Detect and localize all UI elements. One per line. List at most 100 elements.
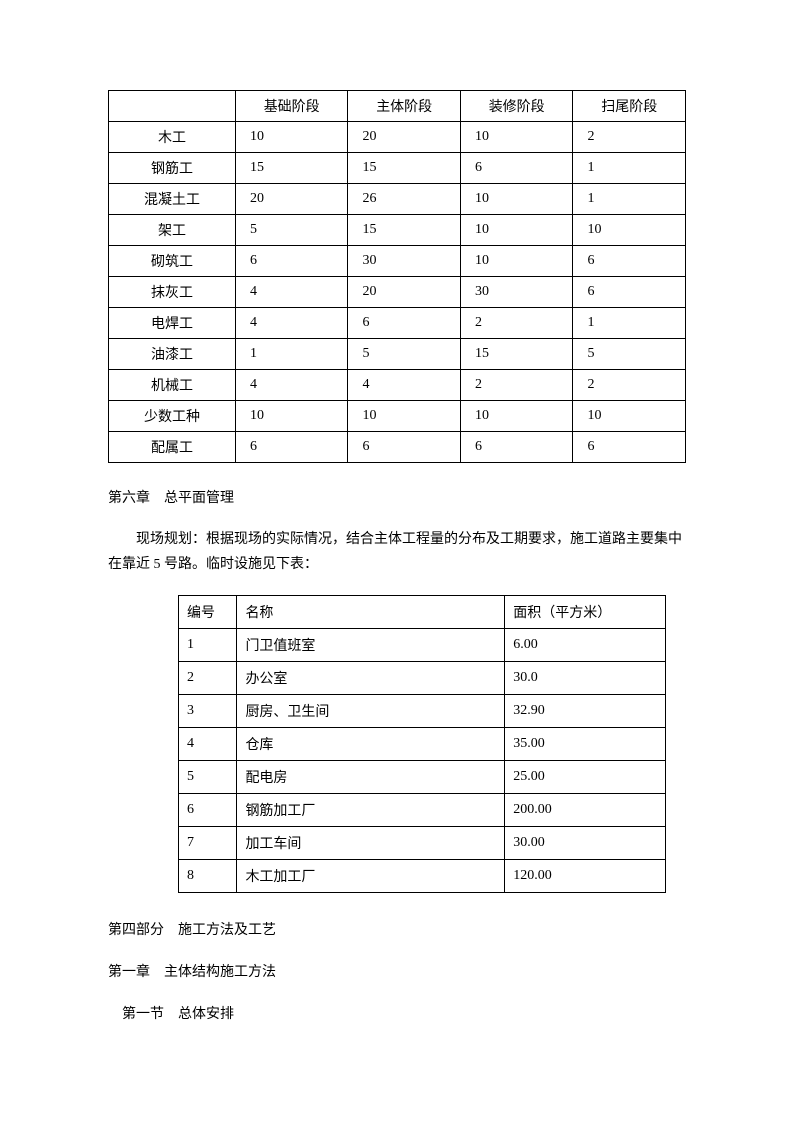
row-area: 30.00 [505, 827, 666, 860]
row-area: 120.00 [505, 860, 666, 893]
table-row: 1门卫值班室6.00 [179, 629, 666, 662]
row-value: 6 [573, 246, 686, 277]
row-name: 仓库 [237, 728, 505, 761]
row-value: 10 [460, 122, 573, 153]
row-id: 8 [179, 860, 237, 893]
row-value: 10 [235, 401, 348, 432]
row-value: 10 [460, 401, 573, 432]
row-id: 6 [179, 794, 237, 827]
table-row: 3厨房、卫生间32.90 [179, 695, 666, 728]
table-row: 架工5151010 [109, 215, 686, 246]
row-value: 6 [573, 277, 686, 308]
row-id: 2 [179, 662, 237, 695]
row-value: 10 [460, 215, 573, 246]
row-value: 20 [235, 184, 348, 215]
workers-stage-table: 基础阶段 主体阶段 装修阶段 扫尾阶段 木工1020102钢筋工151561混凝… [108, 90, 686, 463]
row-name: 木工加工厂 [237, 860, 505, 893]
header-id: 编号 [179, 596, 237, 629]
row-value: 15 [460, 339, 573, 370]
facilities-table: 编号 名称 面积（平方米） 1门卫值班室6.002办公室30.03厨房、卫生间3… [178, 595, 666, 893]
row-label: 配属工 [109, 432, 236, 463]
section1-heading: 第一节 总体安排 [108, 1003, 686, 1023]
row-id: 5 [179, 761, 237, 794]
table-header-row: 基础阶段 主体阶段 装修阶段 扫尾阶段 [109, 91, 686, 122]
row-name: 办公室 [237, 662, 505, 695]
row-value: 30 [460, 277, 573, 308]
row-value: 15 [348, 153, 461, 184]
row-label: 钢筋工 [109, 153, 236, 184]
row-id: 3 [179, 695, 237, 728]
row-name: 钢筋加工厂 [237, 794, 505, 827]
row-label: 架工 [109, 215, 236, 246]
chapter1-heading: 第一章 主体结构施工方法 [108, 961, 686, 981]
row-value: 10 [348, 401, 461, 432]
row-value: 30 [348, 246, 461, 277]
header-name: 名称 [237, 596, 505, 629]
row-name: 配电房 [237, 761, 505, 794]
row-value: 6 [573, 432, 686, 463]
row-label: 砌筑工 [109, 246, 236, 277]
row-label: 油漆工 [109, 339, 236, 370]
table-row: 钢筋工151561 [109, 153, 686, 184]
row-area: 200.00 [505, 794, 666, 827]
header-stage4: 扫尾阶段 [573, 91, 686, 122]
header-area: 面积（平方米） [505, 596, 666, 629]
header-stage2: 主体阶段 [348, 91, 461, 122]
table-row: 2办公室30.0 [179, 662, 666, 695]
row-area: 25.00 [505, 761, 666, 794]
row-id: 4 [179, 728, 237, 761]
header-empty [109, 91, 236, 122]
table-row: 配属工6666 [109, 432, 686, 463]
row-value: 6 [460, 432, 573, 463]
row-value: 5 [348, 339, 461, 370]
row-value: 4 [348, 370, 461, 401]
row-value: 6 [235, 432, 348, 463]
part4-heading: 第四部分 施工方法及工艺 [108, 919, 686, 939]
row-value: 10 [460, 246, 573, 277]
row-value: 15 [348, 215, 461, 246]
row-value: 2 [573, 122, 686, 153]
row-label: 机械工 [109, 370, 236, 401]
row-value: 1 [573, 184, 686, 215]
table-row: 木工1020102 [109, 122, 686, 153]
row-value: 5 [235, 215, 348, 246]
row-value: 4 [235, 370, 348, 401]
row-label: 抹灰工 [109, 277, 236, 308]
table-row: 8木工加工厂120.00 [179, 860, 666, 893]
row-value: 10 [573, 401, 686, 432]
row-value: 2 [460, 308, 573, 339]
row-name: 厨房、卫生间 [237, 695, 505, 728]
row-label: 混凝土工 [109, 184, 236, 215]
table-row: 4仓库35.00 [179, 728, 666, 761]
row-value: 4 [235, 277, 348, 308]
row-value: 6 [348, 432, 461, 463]
row-area: 6.00 [505, 629, 666, 662]
table-row: 油漆工15155 [109, 339, 686, 370]
row-value: 6 [348, 308, 461, 339]
table-row: 抹灰工420306 [109, 277, 686, 308]
chapter6-heading: 第六章 总平面管理 [108, 487, 686, 507]
table-header-row: 编号 名称 面积（平方米） [179, 596, 666, 629]
row-value: 1 [573, 153, 686, 184]
table-row: 机械工4422 [109, 370, 686, 401]
header-stage3: 装修阶段 [460, 91, 573, 122]
row-value: 20 [348, 122, 461, 153]
row-value: 5 [573, 339, 686, 370]
row-area: 32.90 [505, 695, 666, 728]
row-value: 6 [460, 153, 573, 184]
row-value: 10 [235, 122, 348, 153]
row-value: 10 [573, 215, 686, 246]
row-value: 10 [460, 184, 573, 215]
row-name: 门卫值班室 [237, 629, 505, 662]
row-value: 4 [235, 308, 348, 339]
table-row: 7加工车间30.00 [179, 827, 666, 860]
table-row: 6钢筋加工厂200.00 [179, 794, 666, 827]
row-value: 26 [348, 184, 461, 215]
table-row: 电焊工4621 [109, 308, 686, 339]
row-value: 20 [348, 277, 461, 308]
row-value: 1 [573, 308, 686, 339]
row-label: 电焊工 [109, 308, 236, 339]
row-value: 1 [235, 339, 348, 370]
body-paragraph: 现场规划：根据现场的实际情况，结合主体工程量的分布及工期要求，施工道路主要集中在… [108, 527, 686, 577]
table-row: 5配电房25.00 [179, 761, 666, 794]
